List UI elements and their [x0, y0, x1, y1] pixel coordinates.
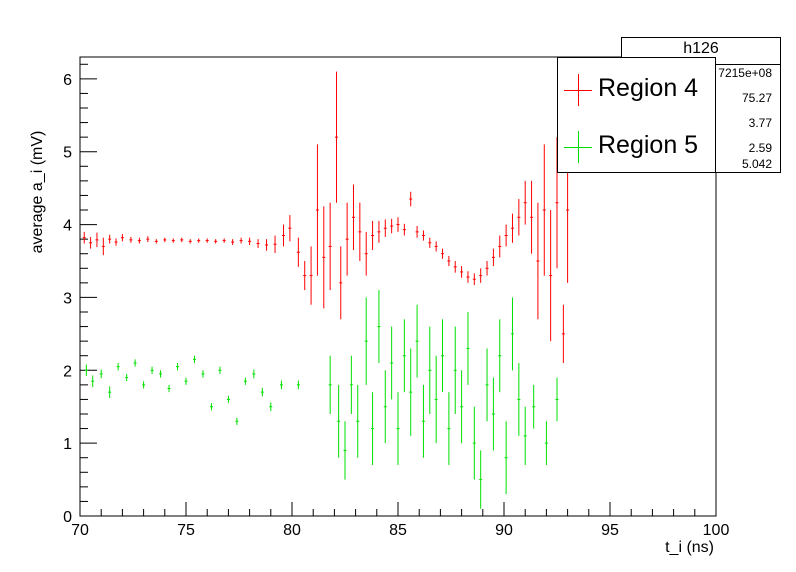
legend-label: Region 5 — [598, 131, 699, 159]
x-tick-label: 100 — [703, 522, 730, 539]
x-tick-label: 80 — [283, 522, 301, 539]
x-axis-ticks: 70 75 80 85 90 95 100 — [71, 502, 729, 539]
stats-value: 2.59 — [748, 141, 772, 155]
x-tick-label: 85 — [389, 522, 407, 539]
y-tick-label: 6 — [63, 72, 72, 89]
legend-entry-region-5: Region 5 — [558, 119, 715, 169]
legend-label: Region 4 — [598, 74, 699, 102]
y-tick-label: 5 — [63, 145, 72, 162]
stats-value: 5.042 — [741, 157, 772, 171]
y-axis-ticks: 0 1 2 3 4 5 6 — [63, 63, 97, 526]
y-tick-label: 2 — [63, 363, 72, 380]
stats-value: 3.77 — [748, 116, 772, 130]
legend-marker — [578, 74, 579, 106]
series-region-4 — [82, 71, 570, 363]
x-tick-label: 70 — [71, 522, 89, 539]
y-tick-label: 0 — [63, 509, 72, 526]
x-tick-label: 95 — [601, 522, 619, 539]
series-region-5 — [84, 290, 559, 509]
stats-value: 75.27 — [741, 91, 772, 105]
legend-entry-region-4: Region 4 — [558, 62, 715, 112]
y-tick-label: 3 — [63, 290, 72, 307]
legend-marker — [578, 131, 579, 163]
x-tick-label: 90 — [495, 522, 513, 539]
y-tick-label: 4 — [63, 218, 72, 235]
x-tick-label: 75 — [177, 522, 195, 539]
y-tick-label: 1 — [63, 436, 72, 453]
x-axis-label: t_i (ns) — [665, 539, 714, 556]
y-axis-label: average a_i (mV) — [29, 131, 46, 254]
stats-value: 7215e+08 — [718, 66, 772, 80]
legend: Region 4 Region 5 — [557, 57, 716, 173]
